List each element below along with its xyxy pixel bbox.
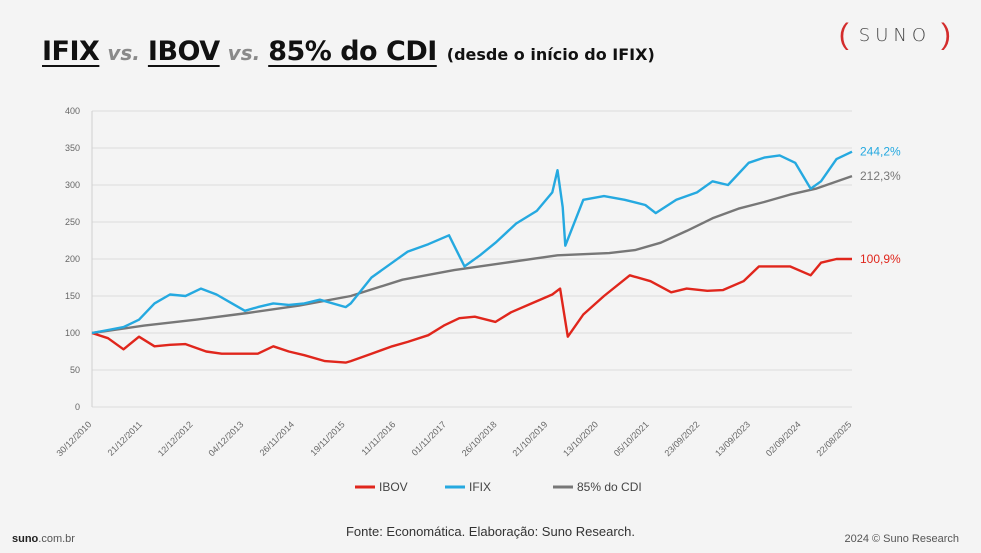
x-tick-label-12: 23/09/2022: [662, 419, 701, 458]
x-tick-label-9: 21/10/2019: [510, 419, 549, 458]
x-tick-label-10: 13/10/2020: [561, 419, 600, 458]
series-line-2: [91, 174, 853, 335]
x-tick-label-13: 13/09/2023: [713, 419, 752, 458]
series-end-label-0: 100,9%: [860, 252, 901, 266]
x-tick-label-15: 22/08/2025: [814, 419, 853, 458]
chart-legend: IBOV IFIX 85% do CDI: [355, 480, 642, 494]
y-tick-label-8: 400: [65, 106, 80, 116]
y-axis-ticks: 0 50 100 150 200 250 300 350 400: [65, 106, 80, 412]
footer-site-domain: .com.br: [38, 533, 75, 545]
x-tick-label-14: 02/09/2024: [764, 419, 803, 458]
title-cdi: 85% do CDI: [268, 36, 437, 67]
footer-site-name: suno: [12, 533, 39, 545]
series-end-labels: 100,9% 244,2% 212,3%: [860, 145, 901, 266]
y-tick-label-7: 350: [65, 143, 80, 153]
title-vs-1: vs.: [107, 41, 140, 65]
y-tick-label-2: 100: [65, 328, 80, 338]
title-ifix: IFIX: [42, 36, 100, 67]
grid-lines: [91, 110, 852, 408]
y-tick-label-5: 250: [65, 217, 80, 227]
suno-logo: ( SUNO ): [839, 18, 951, 52]
logo-word: SUNO: [858, 24, 931, 46]
series-lines: [91, 150, 853, 364]
chart-subtitle: (desde o início do IFIX): [446, 45, 655, 64]
x-tick-label-2: 12/12/2012: [156, 419, 195, 458]
y-tick-label-1: 50: [70, 365, 80, 375]
x-tick-label-8: 26/10/2018: [460, 419, 499, 458]
x-axis-ticks: 30/12/2010 21/12/2011 12/12/2012 04/12/2013…: [54, 419, 853, 458]
title-ibov: IBOV: [147, 36, 220, 67]
line-chart: 0 50 100 150 200 250 300 350 400 30/12/2010 21/12…: [54, 106, 901, 494]
logo-bracket-right: ): [941, 18, 951, 51]
x-tick-label-7: 01/11/2017: [410, 419, 448, 457]
x-tick-label-11: 05/10/2021: [612, 419, 651, 458]
series-end-label-1: 244,2%: [860, 145, 901, 159]
series-line-0: [91, 257, 852, 364]
title-vs-2: vs.: [227, 41, 261, 65]
source-note: Fonte: Economática. Elaboração: Suno Res…: [345, 524, 636, 539]
x-tick-label-6: 11/11/2016: [359, 419, 397, 457]
chart-title: IFIX vs. IBOV vs. 85% do CDI (desde o início …: [42, 36, 655, 67]
y-tick-label-4: 200: [65, 254, 80, 264]
x-tick-label-1: 21/12/2011: [106, 419, 144, 457]
y-tick-label-3: 150: [65, 291, 80, 301]
x-tick-label-4: 26/11/2014: [258, 419, 296, 457]
legend-label-1: IFIX: [469, 480, 491, 494]
footer-site: suno.com.br: [12, 533, 75, 545]
footer-copyright: 2024 © Suno Research: [844, 533, 959, 545]
x-tick-label-5: 19/11/2015: [308, 419, 346, 457]
y-tick-label-6: 300: [65, 180, 80, 190]
x-tick-label-3: 04/12/2013: [206, 419, 245, 458]
legend-label-2: 85% do CDI: [577, 480, 642, 494]
logo-bracket-left: (: [838, 18, 849, 51]
legend-label-0: IBOV: [379, 480, 408, 494]
series-end-label-2: 212,3%: [860, 169, 901, 183]
series-line-1: [91, 150, 853, 335]
y-tick-label-0: 0: [75, 402, 80, 412]
x-tick-label-0: 30/12/2010: [54, 419, 93, 458]
